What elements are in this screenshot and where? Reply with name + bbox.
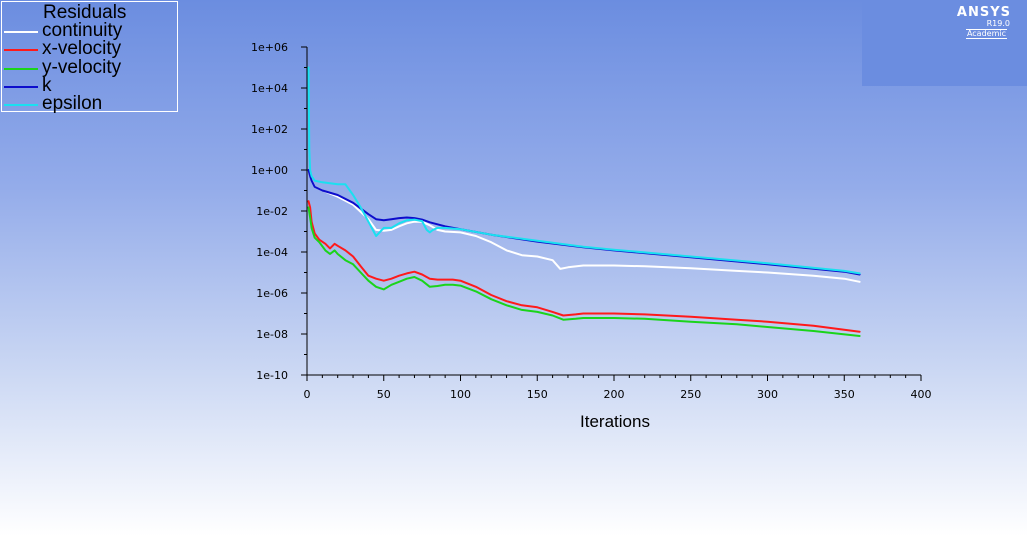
legend-label-k: k	[42, 75, 52, 96]
legend-entry-y-velocity: y-velocity	[2, 57, 178, 78]
x-tick-label: 50	[377, 388, 391, 401]
legend-entry-k: k	[2, 75, 178, 96]
series-line-y-velocity	[307, 206, 861, 337]
y-tick-label: 1e+00	[251, 164, 288, 177]
x-tick-label: 100	[450, 388, 471, 401]
legend-label-y-velocity: y-velocity	[42, 57, 122, 78]
legend-swatch-epsilon	[4, 104, 38, 106]
series-line-k	[307, 169, 861, 276]
logo-edition: Academic	[965, 29, 1007, 39]
legend-entry-epsilon: epsilon	[2, 93, 178, 114]
series-line-x-velocity	[307, 200, 861, 333]
x-axis-title: Iterations	[580, 412, 650, 431]
plot-area	[307, 66, 861, 337]
legend-title: Residuals	[43, 2, 127, 23]
x-tick-label: 400	[911, 388, 932, 401]
legend-label-epsilon: epsilon	[42, 93, 103, 114]
y-tick-label: 1e-02	[256, 205, 288, 218]
legend: Residuals continuity x-velocity y-veloci…	[1, 1, 178, 114]
x-tick-label: 350	[834, 388, 855, 401]
legend-swatch-continuity	[4, 31, 38, 33]
x-tick-label: 150	[527, 388, 548, 401]
chart-axes	[301, 46, 922, 381]
x-tick-label: 300	[757, 388, 778, 401]
logo-version: R19.0	[986, 19, 1010, 28]
x-tick-label: 0	[304, 388, 311, 401]
y-tick-label: 1e+04	[251, 82, 288, 95]
legend-label-continuity: continuity	[42, 20, 123, 41]
legend-entry-x-velocity: x-velocity	[2, 38, 178, 59]
y-tick-label: 1e-04	[256, 246, 288, 259]
logo-brand: ANSYS	[956, 5, 1011, 20]
legend-swatch-k	[4, 86, 38, 88]
x-tick-label: 200	[604, 388, 625, 401]
x-tick-label: 250	[680, 388, 701, 401]
ansys-logo-panel: ANSYS R19.0 Academic	[862, 0, 1027, 86]
legend-swatch-y-velocity	[4, 68, 38, 70]
legend-entry-continuity: continuity	[2, 20, 178, 41]
y-tick-label: 1e-06	[256, 287, 288, 300]
series-line-continuity	[307, 169, 861, 283]
y-tick-label: 1e+02	[251, 123, 288, 136]
y-tick-label: 1e-10	[256, 369, 288, 382]
y-tick-label: 1e+06	[251, 41, 288, 54]
series-line-epsilon	[307, 66, 861, 275]
y-tick-label: 1e-08	[256, 328, 288, 341]
legend-swatch-x-velocity	[4, 49, 38, 51]
legend-label-x-velocity: x-velocity	[42, 38, 122, 59]
tick-labels: 1e-10 1e-08 1e-06 1e-04 1e-02 1e+00 1e+02 1e+04…	[251, 41, 931, 401]
